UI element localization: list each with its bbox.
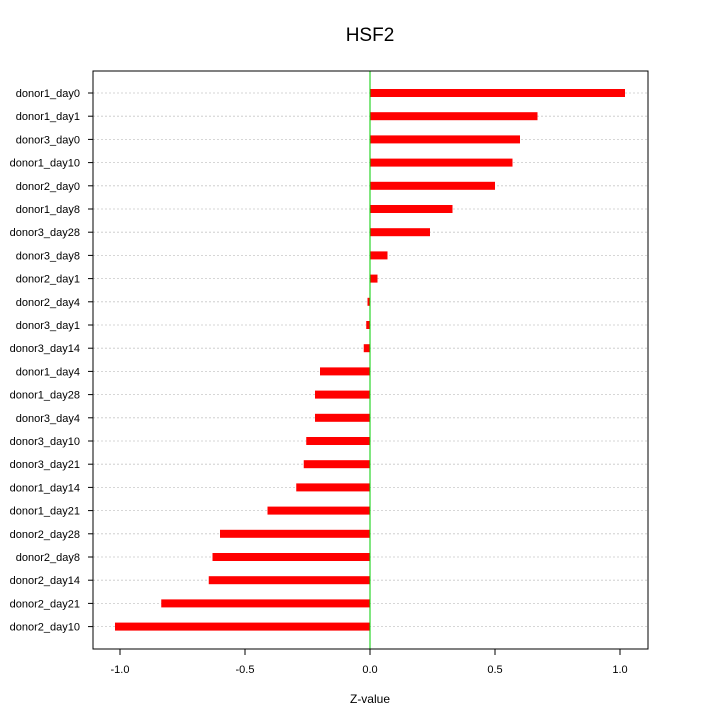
y-tick-label-donor1_day10: donor1_day10	[10, 158, 80, 170]
bar-donor1_day28	[315, 390, 370, 399]
y-tick-label-donor1_day8: donor1_day8	[16, 204, 80, 216]
bar-donor1_day0	[370, 89, 625, 97]
bar-donor1_day4	[320, 367, 370, 376]
y-tick-label-donor2_day1: donor2_day1	[16, 274, 80, 286]
y-tick-label-donor1_day28: donor1_day28	[10, 390, 80, 402]
y-axis-labels: donor1_day0 donor1_day1 donor3_day0 donor1_…	[10, 88, 93, 634]
x-tick-label: -1.0	[111, 664, 130, 676]
y-tick-label-donor2_day21: donor2_day21	[10, 598, 80, 610]
bar-donor1_day1	[370, 112, 538, 121]
bar-donor2_day0	[370, 181, 495, 190]
y-tick-label-donor2_day4: donor2_day4	[16, 297, 80, 309]
x-tick-label: -0.5	[236, 664, 255, 676]
x-axis: -1.0 -0.5 0.0 0.5 1.0	[111, 648, 628, 676]
y-tick-label-donor1_day0: donor1_day0	[16, 88, 80, 100]
bar-donor2_day14	[208, 576, 370, 585]
y-tick-label-donor1_day21: donor1_day21	[10, 506, 80, 518]
bar-donor1_day8	[370, 205, 453, 213]
y-tick-label-donor3_day0: donor3_day0	[16, 134, 80, 146]
bar-donor2_day4	[367, 297, 370, 306]
y-tick-label-donor3_day28: donor3_day28	[10, 227, 80, 239]
y-tick-label-donor3_day8: donor3_day8	[16, 250, 80, 262]
y-tick-label-donor1_day14: donor1_day14	[10, 482, 80, 494]
bars	[115, 89, 625, 631]
y-tick-label-donor2_day14: donor2_day14	[10, 575, 80, 587]
bar-donor3_day10	[306, 437, 370, 445]
y-tick-label-donor3_day21: donor3_day21	[10, 459, 80, 471]
bar-donor1_day10	[370, 158, 513, 167]
bar-donor3_day21	[303, 460, 370, 469]
x-tick-label: 1.0	[612, 664, 627, 676]
y-tick-label-donor3_day14: donor3_day14	[10, 343, 80, 355]
bar-donor1_day21	[267, 506, 370, 515]
bar-donor3_day28	[370, 228, 430, 237]
y-tick-label-donor1_day1: donor1_day1	[16, 111, 80, 123]
bar-donor3_day8	[370, 251, 388, 260]
bar-donor2_day28	[220, 529, 370, 538]
bar-donor3_day14	[363, 344, 370, 353]
bar-donor3_day1	[366, 321, 370, 329]
y-tick-label-donor2_day28: donor2_day28	[10, 529, 80, 541]
y-tick-label-donor1_day4: donor1_day4	[16, 366, 80, 378]
x-tick-label: 0.0	[362, 664, 377, 676]
x-axis-label: Z-value	[350, 692, 390, 706]
bar-donor2_day10	[115, 622, 370, 631]
y-tick-label-donor2_day0: donor2_day0	[16, 181, 80, 193]
y-tick-label-donor3_day4: donor3_day4	[16, 413, 80, 425]
bar-donor2_day8	[212, 553, 370, 561]
y-tick-label-donor3_day10: donor3_day10	[10, 436, 80, 448]
bar-donor1_day14	[296, 483, 370, 492]
chart-title: HSF2	[346, 25, 395, 46]
bar-donor3_day0	[370, 135, 520, 144]
x-tick-label: 0.5	[487, 664, 502, 676]
y-tick-label-donor2_day10: donor2_day10	[10, 622, 80, 634]
bar-donor2_day1	[370, 274, 378, 283]
bar-donor2_day21	[161, 599, 370, 608]
y-tick-label-donor3_day1: donor3_day1	[16, 320, 80, 332]
y-tick-label-donor2_day8: donor2_day8	[16, 552, 80, 564]
bar-donor3_day4	[315, 413, 370, 422]
